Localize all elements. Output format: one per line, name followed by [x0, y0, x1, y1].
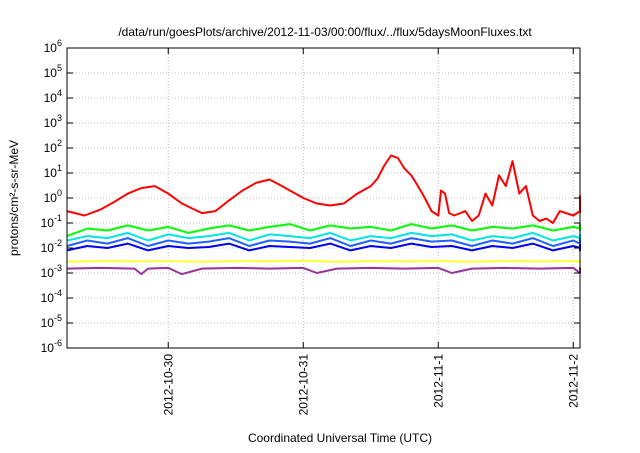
y-axis-label: protons/cm²-s-sr-MeV: [7, 140, 21, 256]
plot-frame: [66, 47, 581, 349]
x-tick-label: 2012-10-31: [296, 354, 310, 416]
y-tick-label: 10-5: [41, 313, 62, 330]
y-tick-label: 102: [44, 138, 62, 155]
x-tick-label: 2012-10-30: [161, 354, 175, 416]
x-tick-label: 2012-11-1: [431, 354, 445, 408]
y-tick-label: 103: [44, 113, 62, 130]
y-tick-label: 106: [44, 38, 62, 55]
y-tick-label: 10-1: [41, 213, 62, 230]
y-tick-label: 104: [44, 88, 62, 105]
chart-title: /data/run/goesPlots/archive/2012-11-03/0…: [118, 25, 532, 39]
y-tick-label: 105: [44, 63, 62, 80]
series-line-1: [66, 154, 581, 224]
x-ticks: 2012-10-30 2012-10-31 2012-11-1 2012-11-2: [161, 48, 580, 415]
series-line-6: [66, 259, 581, 263]
x-axis-label: Coordinated Universal Time (UTC): [248, 431, 432, 445]
y-ticks: 10-6 10-5 10-4 10-3 10-2 10-1 100 101 102 103 104 1…: [41, 38, 580, 355]
y-tick-label: 10-2: [41, 238, 62, 255]
grid: [67, 48, 580, 348]
y-tick-label: 100: [44, 188, 62, 205]
series-line-7: [66, 266, 581, 276]
y-tick-label: 10-6: [41, 338, 62, 355]
x-tick-label: 2012-11-2: [566, 354, 580, 408]
y-tick-label: 10-4: [41, 288, 62, 305]
y-tick-label: 101: [44, 163, 62, 180]
y-tick-label: 10-3: [41, 263, 62, 280]
series-layer: [66, 154, 581, 276]
